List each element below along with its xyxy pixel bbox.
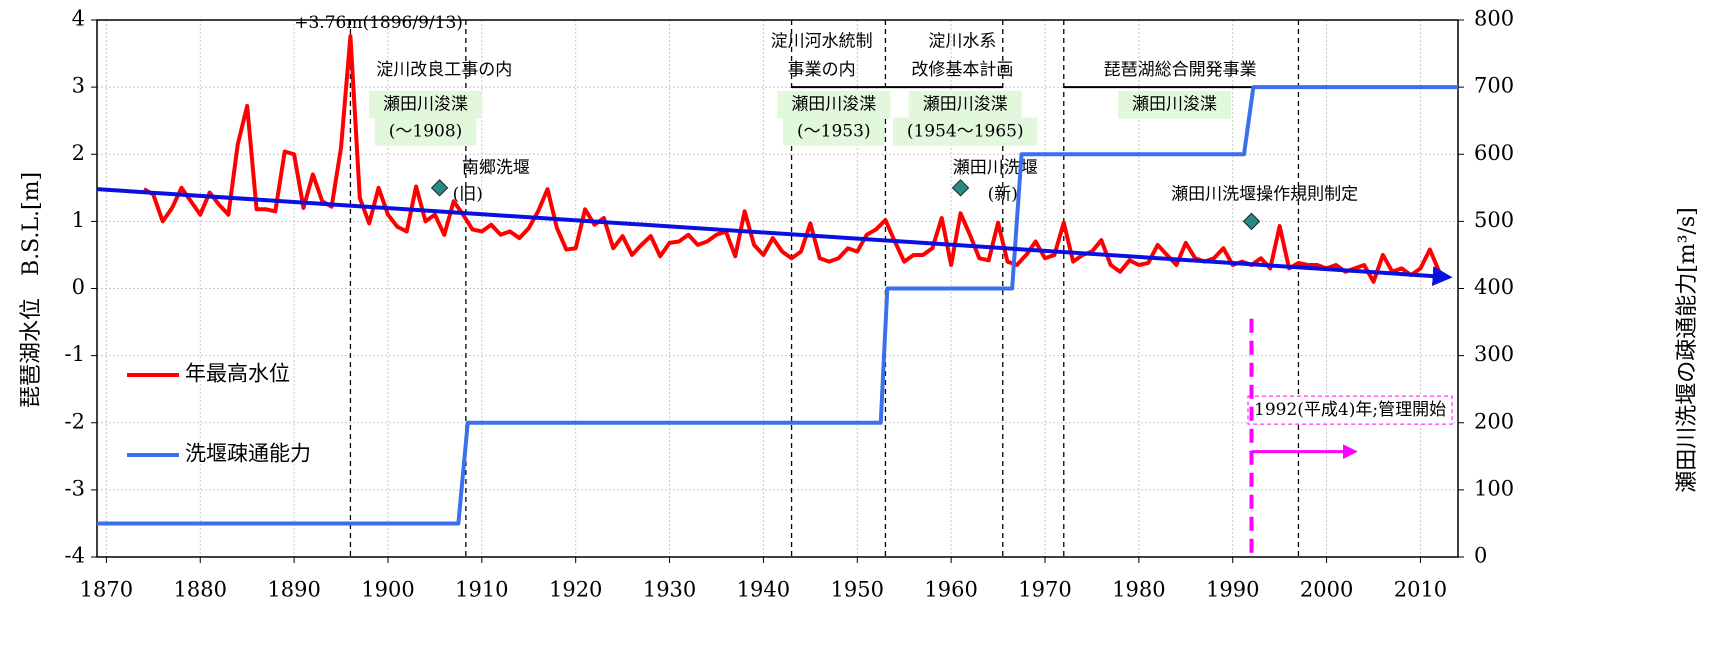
legend-label: 洗堰疎通能力 — [185, 442, 311, 466]
series-line — [142, 34, 1442, 284]
annotation: 淀川河水統制 — [771, 32, 873, 52]
y-tick-label: -3 — [65, 476, 85, 500]
annotation-text: 琵琶湖総合開発事業 — [1104, 60, 1257, 80]
y-tick-label: 2 — [72, 141, 85, 165]
x-tick-label: 2000 — [1300, 578, 1353, 602]
annotation-text: 瀬田川浚渫 — [791, 95, 876, 115]
annotation-text: 1992(平成4)年;管理開始 — [1254, 400, 1446, 420]
trend-line — [96, 187, 1453, 287]
y-tick-label: 1 — [72, 208, 85, 232]
annotation-text: (～1953) — [797, 122, 871, 142]
annotation: 瀬田川浚渫 — [1118, 90, 1232, 119]
annotation: 1992(平成4)年;管理開始 — [1247, 395, 1453, 425]
annotation: 改修基本計画 — [911, 60, 1013, 80]
annotation: (～1908) — [374, 117, 477, 146]
annotation: +3.76m(1896/9/13) — [294, 13, 463, 33]
x-tick-label: 1910 — [455, 578, 508, 602]
label-background — [1118, 90, 1232, 119]
event-marker — [430, 179, 449, 197]
y-tick-label: -2 — [65, 409, 85, 433]
annotation-text: (旧) — [453, 185, 483, 205]
y2-tick-label: 700 — [1474, 74, 1514, 98]
label-background — [783, 117, 885, 146]
x-tick-label: 1970 — [1018, 578, 1071, 602]
annotation: 淀川水系 — [928, 32, 996, 52]
y-axis-label: 琵琶湖水位 B.S.L.[m] — [19, 172, 44, 408]
annotation: (旧) — [453, 185, 483, 205]
annotation-text: (～1908) — [389, 122, 463, 142]
event-marker — [1242, 212, 1261, 231]
label-box — [1247, 395, 1453, 425]
x-tick-label: 1980 — [1112, 578, 1165, 602]
x-tick-label: 1890 — [267, 578, 320, 602]
annotation: 瀬田川洗堰操作規則制定 — [1171, 185, 1358, 205]
y-tick-label: -1 — [65, 342, 85, 366]
x-tick-label: 1960 — [924, 578, 977, 602]
x-tick-label: 1940 — [737, 578, 790, 602]
annotation: 琵琶湖総合開発事業 — [1104, 60, 1257, 80]
label-background — [374, 117, 477, 146]
annotation-text: 淀川水系 — [928, 32, 996, 52]
y-tick-label: 0 — [72, 275, 85, 299]
x-tick-label: 1870 — [80, 578, 133, 602]
y2-tick-label: 800 — [1474, 7, 1514, 31]
annotation: 瀬田川浚渫 — [777, 90, 891, 119]
plot-frame — [96, 19, 1459, 558]
x-tick-label: 1950 — [831, 578, 884, 602]
x-tick-label: 2010 — [1394, 578, 1447, 602]
y2-tick-label: 400 — [1474, 275, 1514, 299]
label-background — [369, 90, 483, 119]
event-marker — [951, 179, 970, 197]
y2-tick-label: 500 — [1474, 208, 1514, 232]
annotation-text: 事業の内 — [788, 60, 856, 80]
annotation: (1954～1965) — [892, 117, 1038, 146]
annotation-text: 淀川河水統制 — [771, 32, 873, 52]
y2-tick-label: 200 — [1474, 409, 1514, 433]
x-tick-label: 1920 — [549, 578, 602, 602]
annotation-text: (新) — [988, 185, 1018, 205]
annotation-text: +3.76m(1896/9/13) — [294, 13, 463, 33]
annotation-text: 瀬田川浚渫 — [1132, 95, 1217, 115]
x-tick-label: 1930 — [643, 578, 696, 602]
y2-tick-label: 100 — [1474, 476, 1514, 500]
annotation-text: 瀬田川浚渫 — [923, 95, 1008, 115]
y-tick-label: 4 — [72, 7, 85, 31]
annotation-text: 改修基本計画 — [911, 60, 1013, 80]
annotation: (～1953) — [783, 117, 885, 146]
annotation-text: 淀川改良工事の内 — [376, 60, 512, 80]
annotation: 淀川改良工事の内 — [376, 60, 512, 80]
series-line — [97, 85, 1458, 526]
annotation-text: 瀬田川洗堰操作規則制定 — [1171, 185, 1358, 205]
annotation-text: 瀬田川浚渫 — [383, 95, 468, 115]
annotation-text: 瀬田川洗堰 — [953, 158, 1038, 178]
annotation: 瀬田川洗堰 — [953, 158, 1038, 178]
y2-tick-label: 600 — [1474, 141, 1514, 165]
y2-tick-label: 0 — [1474, 544, 1487, 568]
annotation: 瀬田川浚渫 — [369, 90, 483, 119]
legend-label: 年最高水位 — [185, 362, 290, 386]
annotation-text: (1954～1965) — [907, 122, 1024, 142]
x-tick-label: 1880 — [174, 578, 227, 602]
label-background — [908, 90, 1022, 119]
annotation: 瀬田川浚渫 — [908, 90, 1022, 119]
label-background — [777, 90, 891, 119]
y2-tick-label: 300 — [1474, 342, 1514, 366]
x-tick-label: 1990 — [1206, 578, 1259, 602]
annotation-text: 南郷洗堰 — [462, 158, 530, 178]
annotation: 南郷洗堰 — [462, 158, 530, 178]
y-tick-label: 3 — [72, 74, 85, 98]
label-background — [892, 117, 1038, 146]
annotation: 事業の内 — [788, 60, 856, 80]
y2-axis-label: 瀬田川洗堰の疎通能力[m³/s] — [1675, 207, 1700, 493]
x-tick-label: 1900 — [361, 578, 414, 602]
annotation: (新) — [988, 185, 1018, 205]
y-tick-label: -4 — [65, 544, 85, 568]
